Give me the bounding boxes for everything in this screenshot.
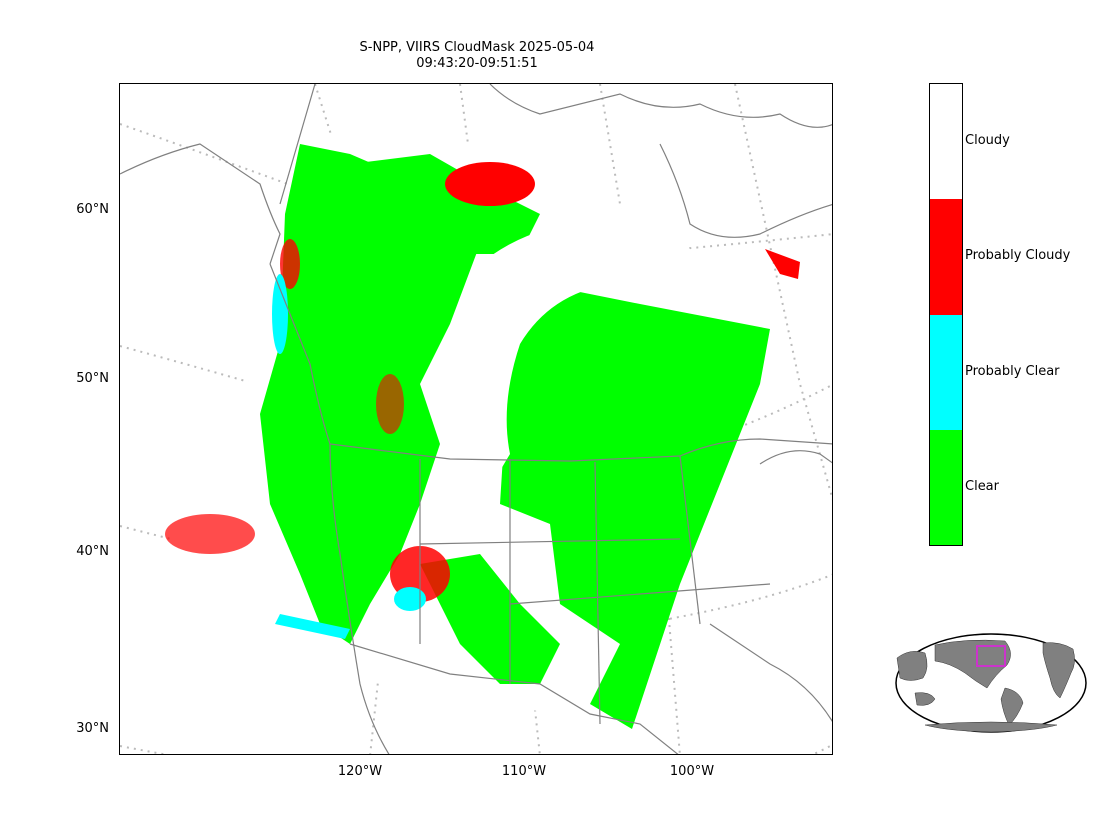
colorbar-segment-clear (930, 429, 962, 545)
colorbar-segment-probably-clear (930, 314, 962, 430)
continents (896, 639, 1075, 733)
coastline-gulf (709, 623, 832, 722)
swath-cloud-band (446, 224, 622, 544)
coastline-alaska (120, 143, 281, 265)
colorbar-segment-cloudy (930, 84, 962, 200)
title-line-1: S-NPP, VIIRS CloudMask 2025-05-04 (359, 40, 595, 55)
swath-clear-west (260, 144, 480, 644)
continent-south-america (1000, 687, 1024, 726)
swath-probclear-sw (275, 614, 350, 639)
coastlines (120, 84, 832, 754)
colorbar-label-clear: Clear (965, 479, 999, 494)
lat-label-50n: 50°N (76, 371, 109, 386)
border-states-3 (594, 461, 601, 725)
lat-label-60n: 60°N (76, 202, 109, 217)
colorbar (929, 83, 963, 546)
swath-probcloudy-mid (376, 374, 404, 434)
lat-label-40n: 40°N (76, 544, 109, 559)
continent-asia (896, 651, 928, 681)
swath-clear-east (500, 284, 770, 729)
border-states-6 (509, 583, 771, 605)
coastline-arctic (489, 84, 832, 128)
continent-antarctica (924, 721, 1058, 733)
lon-label-110w: 110°W (501, 764, 547, 779)
swath-clear-south (420, 554, 560, 684)
cloudmask-map (120, 84, 832, 754)
lon-label-120w: 120°W (337, 764, 383, 779)
cloudmask-swath (160, 124, 800, 729)
border-us-canada (329, 438, 832, 462)
lon-label-100w: 100°W (669, 764, 715, 779)
swath-probclear-coast (272, 274, 288, 354)
world-locator-map (895, 633, 1087, 733)
border-states-5 (419, 538, 681, 545)
colorbar-label-probably-clear: Probably Clear (965, 364, 1060, 379)
continent-europe-africa (1042, 642, 1075, 699)
title-line-2: 09:43:20-09:51:51 (416, 56, 538, 71)
map-title: S-NPP, VIIRS CloudMask 2025-05-04 09:43:… (120, 40, 834, 72)
map-panel[interactable] (119, 83, 833, 755)
colorbar-segment-probably-cloudy (930, 199, 962, 315)
swath-probcloudy-ne (765, 249, 800, 279)
locator-inset (895, 633, 1087, 733)
locator-extent-box (976, 645, 1006, 667)
swath-probcloudy-west (165, 514, 255, 554)
continent-australia (914, 692, 936, 706)
swath-probclear-south (394, 587, 426, 611)
coastline-pacific (269, 263, 390, 754)
continent-north-america (934, 639, 1011, 689)
graticule-parallel-30n (120, 743, 832, 754)
swath-probcloudy-north (445, 162, 535, 206)
swath-clear-north (350, 154, 540, 254)
swath-probcloudy-nw (280, 239, 300, 289)
colorbar-label-probably-cloudy: Probably Cloudy (965, 248, 1071, 263)
border-states-4 (679, 455, 701, 625)
lat-label-30n: 30°N (76, 721, 109, 736)
coastline-great-lakes (759, 450, 832, 465)
colorbar-label-cloudy: Cloudy (965, 133, 1010, 148)
coastline-hudson (659, 143, 832, 238)
border-alaska-canada (279, 84, 316, 205)
graticule-parallel-60n (120, 123, 832, 266)
border-us-mexico (349, 643, 679, 754)
